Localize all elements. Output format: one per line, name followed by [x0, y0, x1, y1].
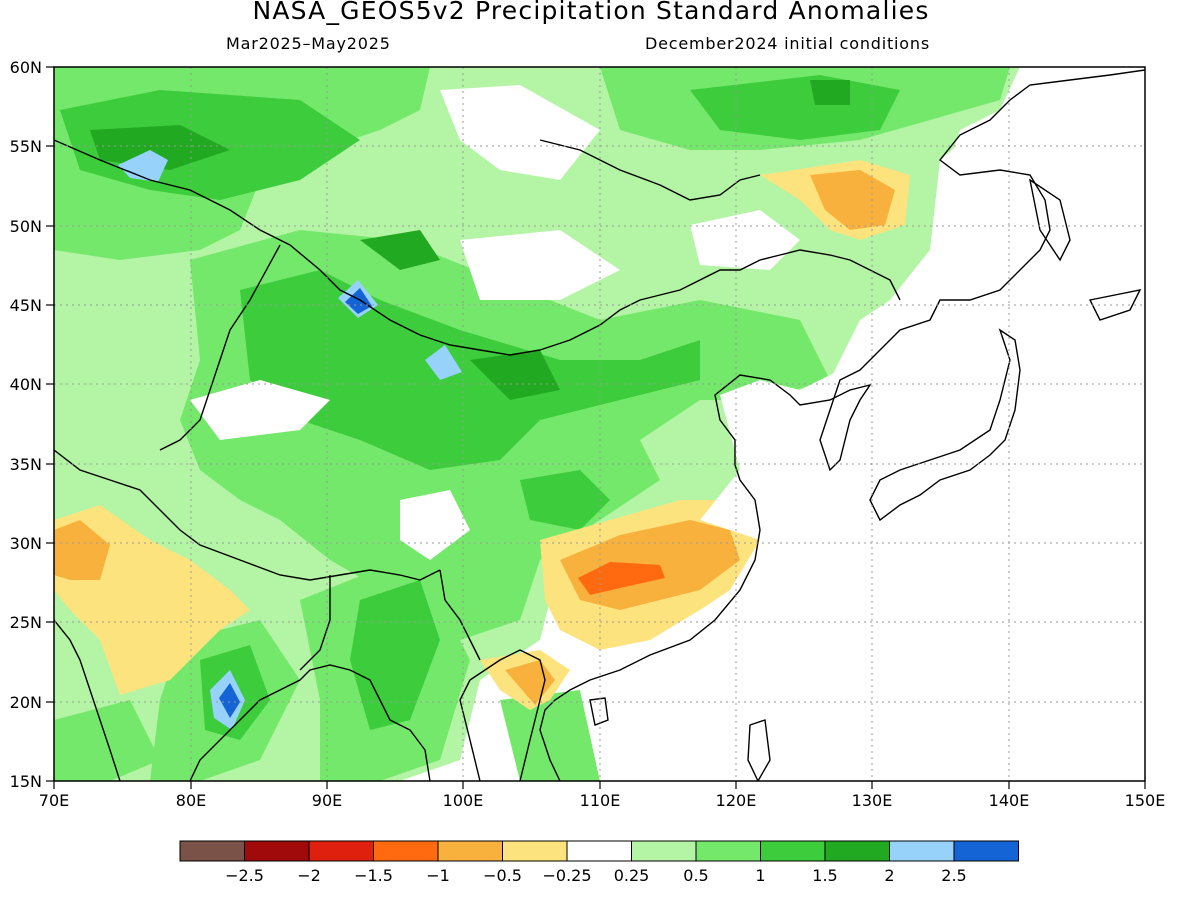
colorbar-swatch: [437, 840, 503, 862]
colorbar-label: 0.25: [614, 866, 650, 885]
colorbar-label: −2.5: [225, 866, 264, 885]
colorbar-swatch: [824, 840, 890, 862]
coastline: [459, 649, 546, 781]
island: [747, 719, 771, 781]
colorbar-label: 2.5: [941, 866, 966, 885]
anomaly-region: [425, 345, 462, 380]
lat-tick-label: 45N: [10, 296, 42, 315]
anomaly-region: [690, 210, 800, 270]
colorbar-swatch: [566, 840, 632, 862]
border: [299, 575, 331, 671]
ocean-mask: [580, 67, 1145, 781]
anomaly-region: [54, 520, 110, 580]
anomaly-region: [219, 683, 240, 718]
anomaly-region: [360, 230, 440, 270]
anomaly-region: [190, 380, 330, 440]
anomaly-region: [440, 85, 600, 180]
colorbar-swatch: [631, 840, 697, 862]
lon-tick-label: 120E: [716, 791, 757, 810]
coastlines: [54, 69, 1145, 781]
colorbar-label: −2: [297, 866, 321, 885]
lon-tick-label: 100E: [443, 791, 484, 810]
forecast-period: Mar2025–May2025: [226, 34, 391, 53]
colorbar-swatch: [695, 840, 761, 862]
anomaly-region: [240, 270, 700, 470]
anomaly-region: [460, 230, 620, 300]
anomaly-region: [578, 562, 665, 595]
coastline: [54, 619, 121, 781]
colorbar-swatch: [308, 840, 374, 862]
anomaly-region: [810, 170, 895, 230]
anomaly-region: [118, 150, 168, 182]
anomaly-region: [350, 580, 440, 730]
anomaly-region: [345, 288, 372, 314]
lat-tick-label: 15N: [10, 772, 42, 791]
lon-tick-label: 140E: [989, 791, 1030, 810]
lat-tick-label: 60N: [10, 58, 42, 77]
island: [1088, 289, 1142, 321]
colorbar-label: −0.5: [483, 866, 522, 885]
coastline: [539, 69, 1145, 781]
colorbar-label: 2: [884, 866, 894, 885]
coastline: [869, 328, 1021, 522]
lon-tick-label: 130E: [852, 791, 893, 810]
lon-tick-label: 110E: [580, 791, 621, 810]
lat-tick-label: 50N: [10, 217, 42, 236]
lon-tick-label: 80E: [176, 791, 206, 810]
anomaly-field: [54, 67, 1145, 781]
colorbar-label: 1.5: [812, 866, 837, 885]
colorbar-label: 0.5: [683, 866, 708, 885]
colorbar: −2.5 −2 −1.5 −1 −0.5 −0.25 0.25 0.5 1 1.5 2 2.5: [179, 840, 1019, 885]
lon-tick-label: 70E: [39, 791, 69, 810]
initial-conditions: December2024 initial conditions: [645, 34, 930, 53]
lat-tick-label: 30N: [10, 534, 42, 553]
colorbar-swatch: [502, 840, 568, 862]
colorbar-swatch: [953, 840, 1019, 862]
lon-tick-label: 150E: [1125, 791, 1166, 810]
map-title: NASA_GEOS5v2 Precipitation Standard Anom…: [252, 0, 930, 25]
anomaly-region: [520, 470, 610, 530]
lon-labels: 70E 80E 90E 100E 110E 120E 130E 140E 150…: [39, 791, 1166, 810]
lat-labels: 60N 55N 50N 45N 40N 35N 30N 25N 20N 15N: [10, 58, 42, 791]
colorbar-label: 1: [755, 866, 765, 885]
lon-tick-label: 90E: [312, 791, 342, 810]
border: [54, 139, 901, 356]
anomaly-region: [90, 125, 230, 170]
border: [539, 139, 761, 201]
border: [54, 449, 441, 581]
colorbar-label: −1.5: [354, 866, 393, 885]
anomaly-region: [400, 490, 470, 560]
border: [439, 569, 481, 661]
colorbar-swatch: [760, 840, 826, 862]
lat-tick-label: 35N: [10, 455, 42, 474]
colorbar-label: −0.25: [542, 866, 591, 885]
colorbar-swatch: [889, 840, 955, 862]
colorbar-swatch: [244, 840, 310, 862]
grid: [54, 67, 1145, 781]
lat-tick-label: 20N: [10, 693, 42, 712]
colorbar-swatch: [179, 840, 245, 862]
anomaly-region: [470, 350, 560, 400]
lat-tick-label: 25N: [10, 613, 42, 632]
island: [1028, 178, 1071, 262]
lat-tick-label: 55N: [10, 137, 42, 156]
axis-ticks: [46, 66, 1146, 789]
anomaly-region: [810, 80, 850, 105]
colorbar-label: −1: [426, 866, 450, 885]
colorbar-swatch: [373, 840, 439, 862]
lat-tick-label: 40N: [10, 375, 42, 394]
coastline: [189, 664, 431, 781]
